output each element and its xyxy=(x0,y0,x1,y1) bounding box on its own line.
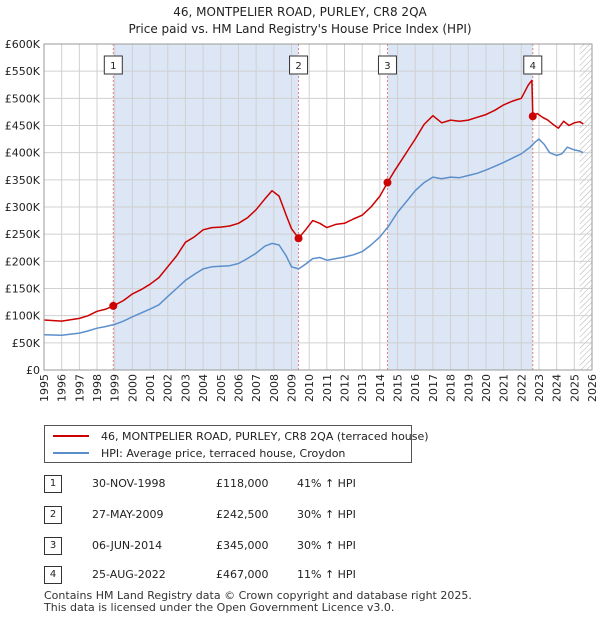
x-tick-label: 2021 xyxy=(498,374,511,402)
legend-label-property: 46, MONTPELIER ROAD, PURLEY, CR8 2QA (te… xyxy=(101,429,429,443)
x-tick-label: 2014 xyxy=(374,374,387,402)
transaction-badge: 2 xyxy=(44,506,62,524)
transaction-date: 30-NOV-1998 xyxy=(92,477,166,490)
footer-licence: This data is licensed under the Open Gov… xyxy=(44,601,395,614)
price-chart: 1 2 3 4 £0 £50K £100K £150K £200K £250K £300K £350… xyxy=(5,38,599,402)
sale-point xyxy=(383,178,392,187)
sale-point xyxy=(294,234,303,243)
x-tick-label: 2026 xyxy=(586,374,599,402)
y-tick-label: £150K xyxy=(5,283,41,296)
footer-copyright: Contains HM Land Registry data © Crown c… xyxy=(44,589,472,602)
transaction-badge: 4 xyxy=(44,566,62,584)
transaction-row: 3 06-JUN-2014 £345,000 30% ↑ HPI xyxy=(44,537,564,557)
x-tick-label: 2003 xyxy=(179,374,192,402)
sale-marker-box xyxy=(523,55,543,75)
x-tick-label: 1997 xyxy=(73,374,86,402)
x-tick-label: 1998 xyxy=(91,374,104,402)
property-price-line xyxy=(43,79,584,322)
x-tick-label: 2012 xyxy=(339,374,352,402)
x-tick-label: 1999 xyxy=(109,374,122,402)
transaction-row: 4 25-AUG-2022 £467,000 11% ↑ HPI xyxy=(44,566,564,586)
transaction-badge: 1 xyxy=(44,475,62,493)
x-tick-label: 2002 xyxy=(162,374,175,402)
x-tick-label: 2019 xyxy=(462,374,475,402)
x-tick-label: 2024 xyxy=(551,374,564,402)
x-tick-label: 2001 xyxy=(144,374,157,402)
transaction-date: 27-MAY-2009 xyxy=(92,508,164,521)
sale-marker-box xyxy=(377,55,397,75)
legend-label-hpi: HPI: Average price, terraced house, Croy… xyxy=(101,446,346,460)
x-tick-label: 2025 xyxy=(568,374,581,402)
y-tick-label: £400K xyxy=(5,147,41,160)
x-tick-label: 2007 xyxy=(250,374,263,402)
y-tick-label: £500K xyxy=(5,92,41,105)
sale-marker-number: 1 xyxy=(110,61,116,72)
y-tick-label: £450K xyxy=(5,120,41,133)
transaction-hpi: 11% ↑ HPI xyxy=(297,568,356,581)
transaction-row: 1 30-NOV-1998 £118,000 41% ↑ HPI xyxy=(44,475,564,495)
sale-point xyxy=(528,112,537,121)
transaction-hpi: 41% ↑ HPI xyxy=(297,477,356,490)
x-tick-label: 2023 xyxy=(533,374,546,402)
x-tick-label: 2004 xyxy=(197,374,210,402)
x-tick-label: 2005 xyxy=(215,374,228,402)
y-tick-label: £50K xyxy=(12,337,41,350)
y-tick-label: £100K xyxy=(5,310,41,323)
legend-swatch-hpi xyxy=(53,452,89,454)
y-tick-label: £300K xyxy=(5,201,41,214)
legend-item-hpi: HPI: Average price, terraced house, Croy… xyxy=(53,445,345,461)
x-tick-label: 2020 xyxy=(480,374,493,402)
legend-swatch-property xyxy=(53,435,89,437)
chart-subtitle: Price paid vs. HM Land Registry's House … xyxy=(128,22,472,36)
plot-frame xyxy=(43,43,593,371)
transaction-price: £242,500 xyxy=(216,508,269,521)
x-tick-label: 2016 xyxy=(409,374,422,402)
hpi-line xyxy=(43,138,584,336)
transaction-price: £118,000 xyxy=(216,477,269,490)
y-tick-label: £600K xyxy=(5,38,41,51)
transaction-hpi: 30% ↑ HPI xyxy=(297,508,356,521)
chart-title: 46, MONTPELIER ROAD, PURLEY, CR8 2QA xyxy=(173,5,427,19)
x-tick-label: 2011 xyxy=(321,374,334,402)
sale-marker-box xyxy=(289,55,309,75)
chart-legend: 46, MONTPELIER ROAD, PURLEY, CR8 2QA (te… xyxy=(44,425,429,463)
transaction-date: 25-AUG-2022 xyxy=(92,568,166,581)
y-tick-label: £550K xyxy=(5,65,41,78)
y-tick-label: £250K xyxy=(5,228,41,241)
x-tick-label: 2010 xyxy=(303,374,316,402)
x-tick-label: 2017 xyxy=(427,374,440,402)
y-tick-label: £200K xyxy=(5,255,41,268)
y-tick-label: £0 xyxy=(26,364,40,377)
x-tick-label: 2018 xyxy=(445,374,458,402)
transaction-price: £345,000 xyxy=(216,539,269,552)
transaction-badge: 3 xyxy=(44,537,62,555)
x-tick-label: 2006 xyxy=(232,374,245,402)
legend-item-property: 46, MONTPELIER ROAD, PURLEY, CR8 2QA (te… xyxy=(53,428,429,444)
y-tick-label: £350K xyxy=(5,174,41,187)
x-tick-label: 2008 xyxy=(268,374,281,402)
x-tick-label: 2015 xyxy=(392,374,405,402)
transaction-price: £467,000 xyxy=(216,568,269,581)
x-tick-label: 2009 xyxy=(285,374,298,402)
x-tick-label: 2022 xyxy=(515,374,528,402)
transaction-date: 06-JUN-2014 xyxy=(92,539,163,552)
x-tick-label: 2000 xyxy=(126,374,139,402)
sale-marker-number: 3 xyxy=(384,61,390,72)
x-tick-label: 1996 xyxy=(56,374,69,402)
transaction-hpi: 30% ↑ HPI xyxy=(297,539,356,552)
transaction-row: 2 27-MAY-2009 £242,500 30% ↑ HPI xyxy=(44,506,564,526)
sale-point xyxy=(109,301,118,310)
sale-marker-number: 4 xyxy=(530,61,536,72)
sale-marker-box xyxy=(103,55,123,75)
sale-marker-number: 2 xyxy=(295,61,301,72)
x-tick-label: 1995 xyxy=(38,374,51,402)
x-tick-label: 2013 xyxy=(356,374,369,402)
